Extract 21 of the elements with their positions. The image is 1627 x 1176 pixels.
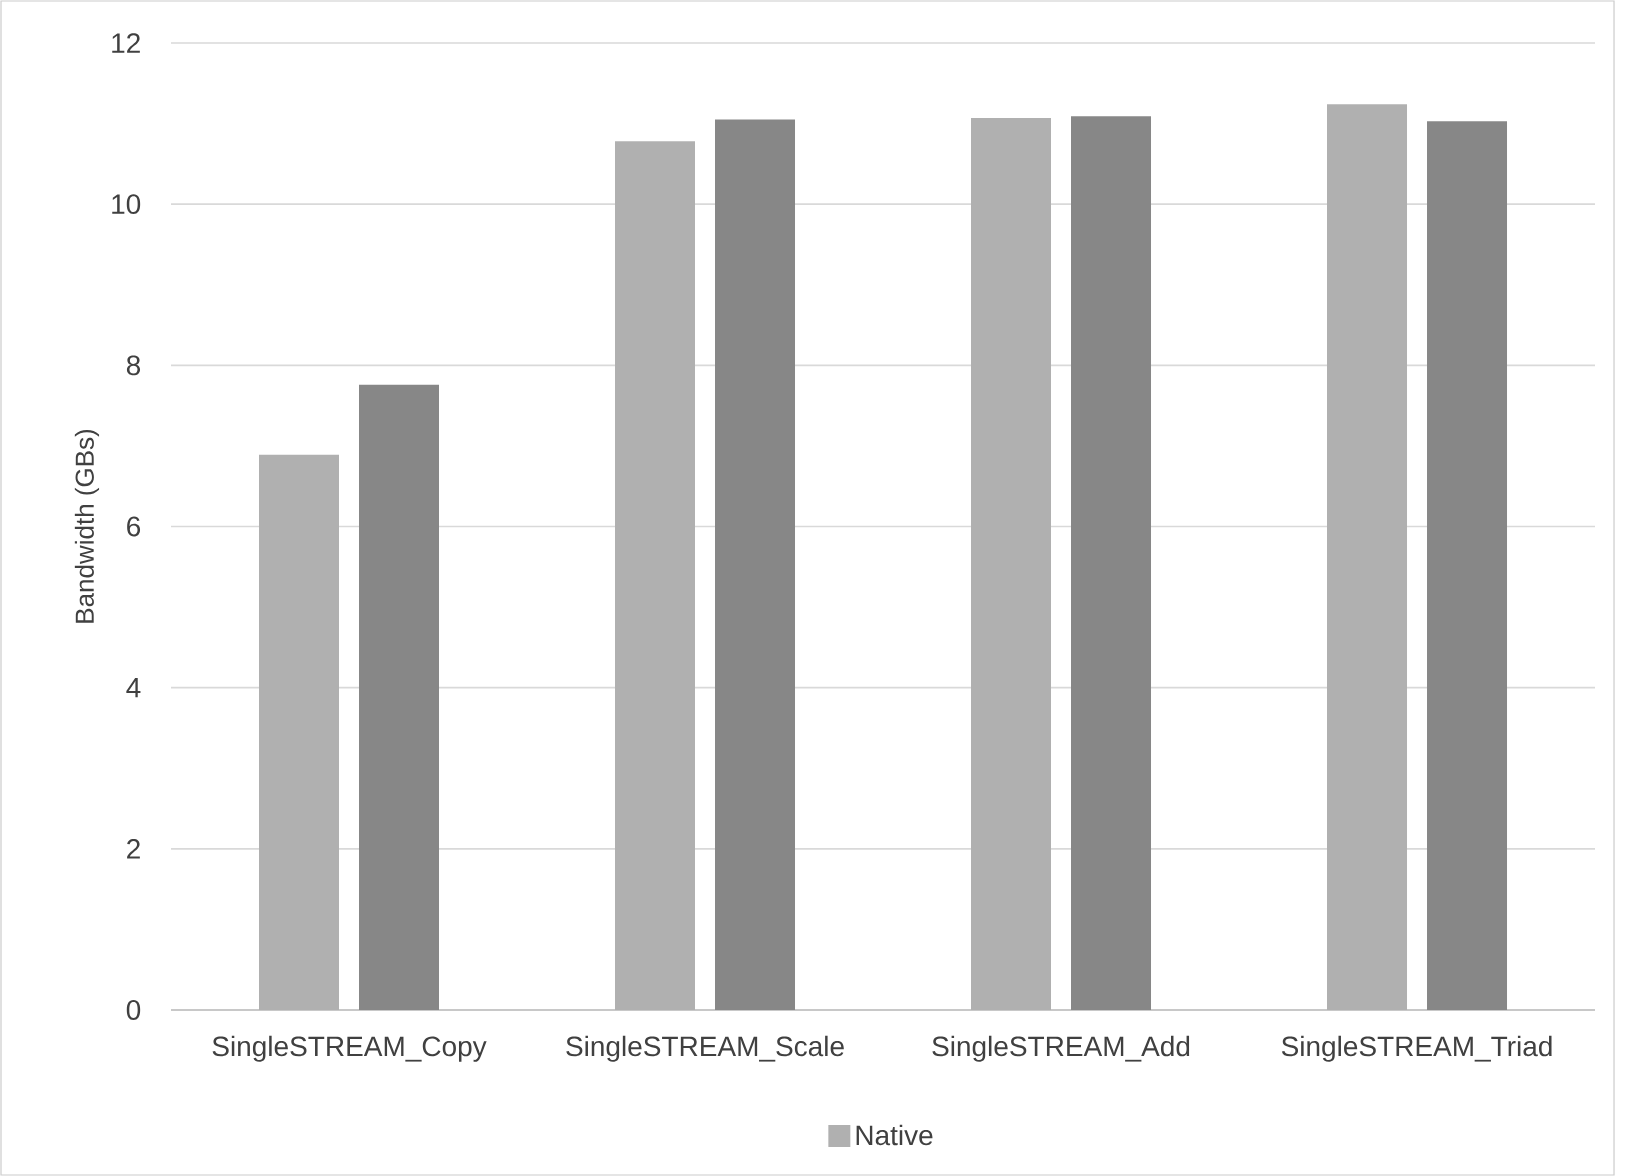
x-tick-label: SingleSTREAM_Add (932, 1035, 1190, 1062)
bar (615, 141, 696, 1010)
y-tick-label: 6 (127, 516, 141, 537)
bar (971, 117, 1052, 1010)
y-tick-label: 10 (112, 194, 141, 215)
bar (1327, 104, 1408, 1010)
x-tick-label: SingleSTREAM_Scale (566, 1035, 844, 1062)
bar (259, 454, 339, 1010)
bar (1071, 116, 1152, 1010)
x-tick-label: SingleSTREAM_Copy (212, 1035, 487, 1062)
y-tick-label: 8 (126, 355, 141, 376)
y-tick-label: 4 (126, 678, 141, 698)
y-tick-label: 12 (112, 33, 140, 53)
y-axis-title: Bandwidth (GBs) (74, 429, 100, 623)
legend-label: Native (856, 1124, 933, 1146)
y-tick-label: 2 (127, 839, 140, 859)
bar (359, 384, 440, 1010)
bar (1427, 121, 1508, 1010)
bar (715, 119, 796, 1010)
x-tick-label: SingleSTREAM_Triad (1281, 1035, 1552, 1062)
y-tick-label: 0 (126, 1000, 141, 1020)
